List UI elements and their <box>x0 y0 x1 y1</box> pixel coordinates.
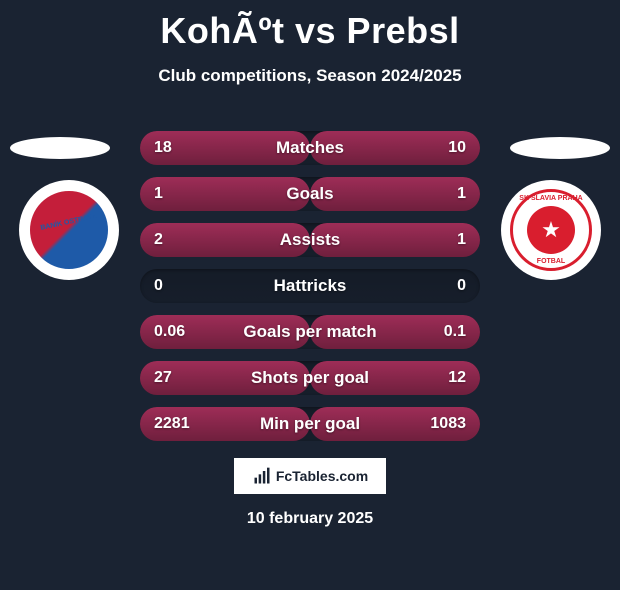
stat-label: Matches <box>140 138 480 158</box>
chart-icon <box>252 466 272 486</box>
stat-right-value: 0 <box>457 277 466 295</box>
left-team-badge: BANÍK OSTRAVA <box>19 180 119 280</box>
left-flag-oval <box>10 137 110 159</box>
stat-label: Goals per match <box>140 322 480 342</box>
stat-right-value: 12 <box>448 369 466 387</box>
stat-row: 0Hattricks0 <box>140 269 480 303</box>
brand-badge: FcTables.com <box>232 456 388 496</box>
stat-row: 2Assists1 <box>140 223 480 257</box>
right-badge-ring-text: SK SLAVIA PRAHA <box>519 195 582 202</box>
stat-label: Hattricks <box>140 276 480 296</box>
right-team-badge: ★ SK SLAVIA PRAHA FOTBAL <box>501 180 601 280</box>
stat-label: Min per goal <box>140 414 480 434</box>
page-title: KohÃºt vs Prebsl <box>0 10 620 52</box>
page-subtitle: Club competitions, Season 2024/2025 <box>0 66 620 86</box>
stat-label: Shots per goal <box>140 368 480 388</box>
right-flag-oval <box>510 137 610 159</box>
stat-right-value: 1 <box>457 231 466 249</box>
stat-right-value: 1083 <box>430 415 466 433</box>
left-badge-label: BANÍK OSTRAVA <box>40 213 98 232</box>
stat-right-value: 10 <box>448 139 466 157</box>
stat-row: 1Goals1 <box>140 177 480 211</box>
stat-row: 2281Min per goal1083 <box>140 407 480 441</box>
stat-row: 0.06Goals per match0.1 <box>140 315 480 349</box>
star-icon: ★ <box>527 206 575 254</box>
stat-row: 18Matches10 <box>140 131 480 165</box>
right-badge-sub-text: FOTBAL <box>537 258 565 265</box>
stat-right-value: 0.1 <box>444 323 466 341</box>
stat-right-value: 1 <box>457 185 466 203</box>
brand-text: FcTables.com <box>276 468 368 484</box>
stat-row: 27Shots per goal12 <box>140 361 480 395</box>
stat-label: Goals <box>140 184 480 204</box>
footer-date: 10 february 2025 <box>0 510 620 528</box>
stats-panel: 18Matches101Goals12Assists10Hattricks00.… <box>140 131 480 441</box>
stat-label: Assists <box>140 230 480 250</box>
